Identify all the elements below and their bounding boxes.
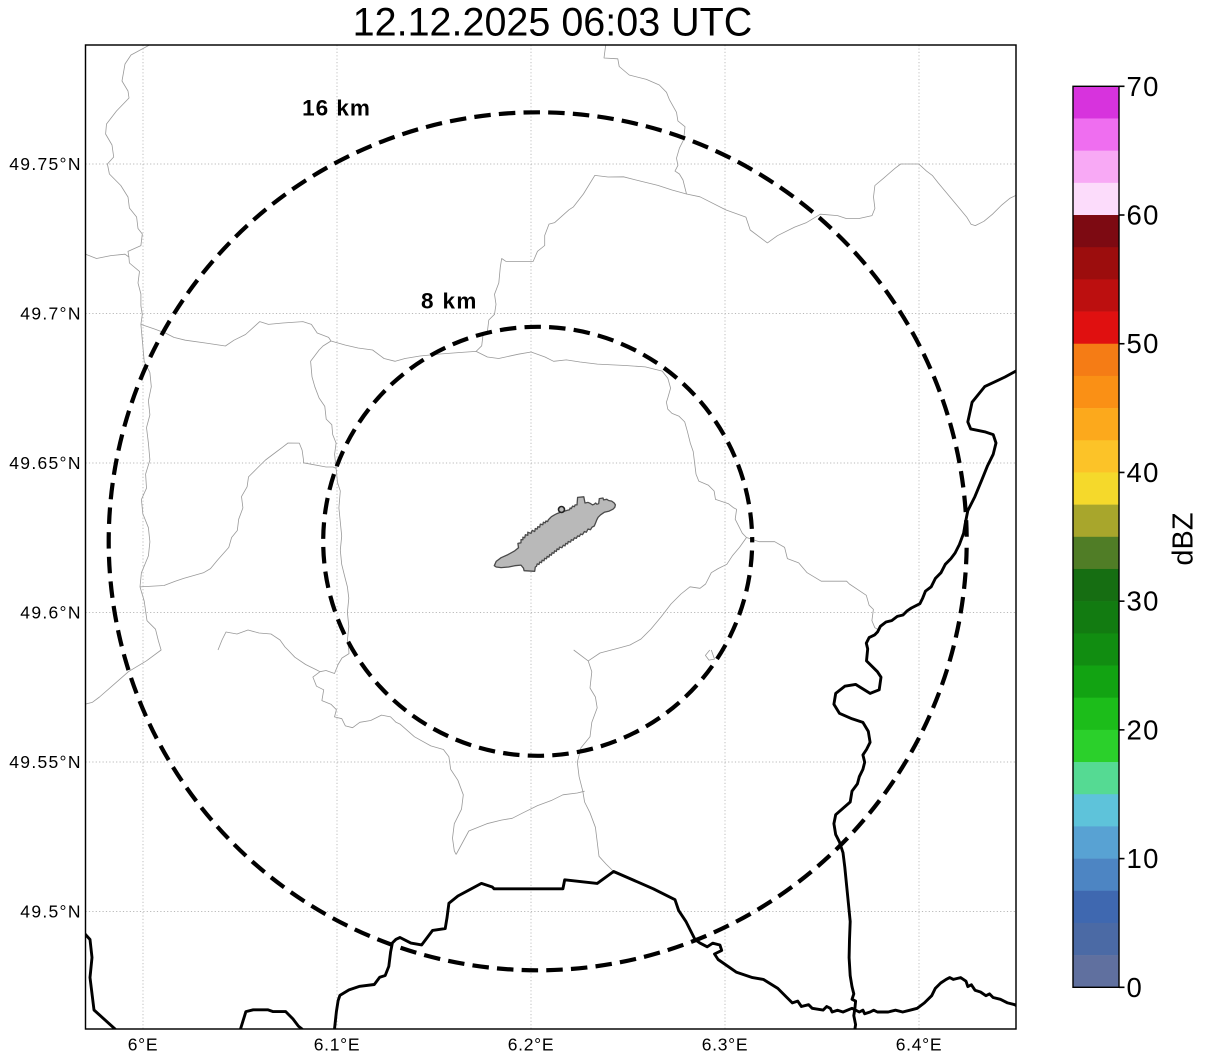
svg-text:49.75°N: 49.75°N	[9, 154, 82, 174]
svg-text:8 km: 8 km	[421, 289, 478, 314]
svg-text:6.2°E: 6.2°E	[508, 1034, 555, 1054]
svg-text:49.55°N: 49.55°N	[9, 752, 82, 772]
svg-text:6.3°E: 6.3°E	[702, 1034, 749, 1054]
svg-text:6°E: 6°E	[128, 1034, 159, 1054]
svg-text:dBZ: dBZ	[1168, 512, 1200, 565]
svg-text:49.5°N: 49.5°N	[20, 901, 82, 921]
svg-text:0: 0	[1127, 972, 1144, 1003]
svg-text:40: 40	[1127, 457, 1160, 488]
svg-text:16 km: 16 km	[302, 96, 371, 121]
svg-text:70: 70	[1127, 71, 1160, 102]
svg-text:49.65°N: 49.65°N	[9, 453, 82, 473]
svg-text:10: 10	[1127, 843, 1160, 874]
svg-text:49.7°N: 49.7°N	[20, 303, 82, 323]
svg-text:12.12.2025 06:03 UTC: 12.12.2025 06:03 UTC	[353, 1, 753, 45]
svg-text:6.1°E: 6.1°E	[314, 1034, 361, 1054]
svg-text:6.4°E: 6.4°E	[896, 1034, 943, 1054]
svg-text:50: 50	[1127, 328, 1160, 359]
svg-text:60: 60	[1127, 200, 1160, 231]
svg-text:49.6°N: 49.6°N	[20, 602, 82, 622]
svg-text:20: 20	[1127, 714, 1160, 745]
svg-text:30: 30	[1127, 586, 1160, 617]
